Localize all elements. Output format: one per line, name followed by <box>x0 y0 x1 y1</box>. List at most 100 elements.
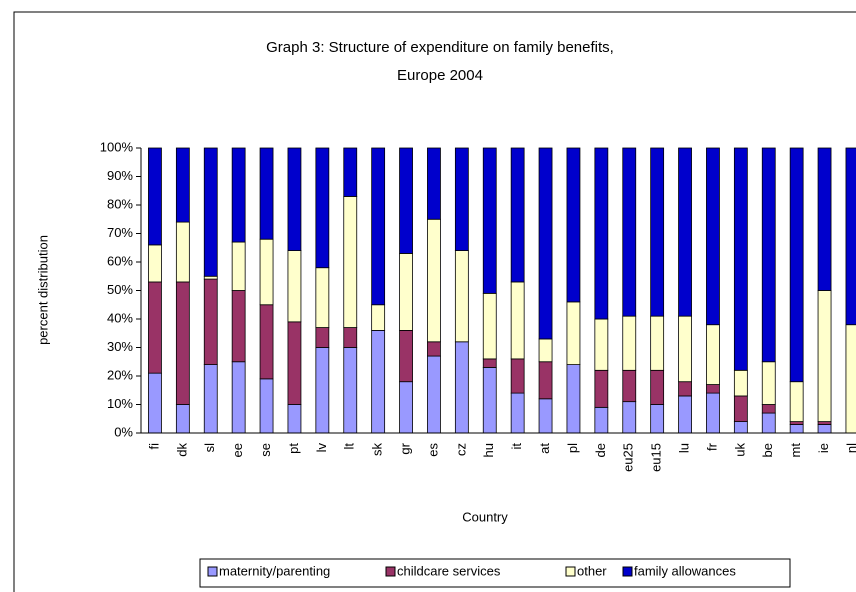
bar-segment <box>399 381 413 434</box>
bar-segment <box>427 355 441 434</box>
bar-segment <box>148 372 162 434</box>
y-tick-label: 70% <box>107 225 133 240</box>
y-tick-label: 50% <box>107 282 133 297</box>
bar-segment <box>761 404 776 414</box>
legend-label: maternity/parenting <box>219 563 330 578</box>
legend-swatch <box>207 566 218 577</box>
x-tick-label: sl <box>202 443 217 453</box>
x-tick-label: fr <box>704 442 719 451</box>
bar-segment <box>175 404 190 434</box>
bar-segment <box>231 290 246 363</box>
bar-segment <box>454 341 469 434</box>
x-tick-label: se <box>258 443 273 457</box>
bar-segment <box>650 147 665 317</box>
bar-segment <box>315 327 330 348</box>
bar-segment <box>538 338 553 363</box>
bar-segment <box>343 347 358 434</box>
x-tick-label: nl <box>844 443 856 453</box>
y-tick-label: 40% <box>107 310 133 325</box>
y-tick-label: 0% <box>114 424 133 439</box>
bar-segment <box>315 147 330 269</box>
bar-segment <box>789 147 804 383</box>
x-tick-label: cz <box>453 443 468 456</box>
bar-segment <box>566 301 581 365</box>
bar-segment <box>678 147 692 317</box>
x-tick-label: pl <box>565 443 580 453</box>
bar-segment <box>315 347 330 434</box>
bar-segment <box>594 147 609 320</box>
bar-segment <box>678 381 692 397</box>
bar-segment <box>231 361 246 434</box>
bar-segment <box>761 412 776 434</box>
bar-segment <box>761 147 776 363</box>
x-tick-label: be <box>760 443 775 457</box>
bar-segment <box>706 147 720 326</box>
chart-title: Europe 2004 <box>397 67 483 84</box>
bar-segment <box>706 392 720 434</box>
bar-segment <box>733 369 748 397</box>
x-axis-title: Country <box>462 509 508 524</box>
bar-segment <box>343 147 358 197</box>
bar-segment <box>845 324 856 434</box>
legend-label: family allowances <box>634 563 736 578</box>
legend-label: other <box>577 563 607 578</box>
bar-segment <box>203 275 218 280</box>
x-tick-label: dk <box>174 443 189 457</box>
bar-segment <box>371 329 386 434</box>
bar-segment <box>259 238 274 306</box>
bar-segment <box>259 147 274 240</box>
bar-segment <box>817 290 832 423</box>
bar-segment <box>817 424 832 434</box>
bar-segment <box>148 244 162 283</box>
bar-segment <box>231 147 246 243</box>
x-tick-label: eu15 <box>649 443 664 472</box>
bar-segment <box>706 384 720 394</box>
bar-segment <box>315 267 330 328</box>
bar-segment <box>845 147 856 326</box>
x-tick-label: mt <box>788 443 803 458</box>
bar-segment <box>622 369 637 403</box>
bar-segment <box>733 421 748 434</box>
x-tick-label: lt <box>342 443 357 450</box>
bar-segment <box>594 369 609 408</box>
bar-segment <box>538 147 553 340</box>
x-tick-label: de <box>593 443 608 457</box>
bar-segment <box>482 147 497 294</box>
bar-segment <box>148 281 162 374</box>
bar-segment <box>175 147 190 223</box>
bar-segment <box>482 292 497 360</box>
bar-segment <box>482 358 497 368</box>
bar-segment <box>650 369 665 405</box>
bar-segment <box>733 147 748 371</box>
x-tick-label: lu <box>676 443 691 453</box>
bar-segment <box>510 281 525 360</box>
x-tick-label: eu25 <box>621 443 636 472</box>
x-tick-label: sk <box>370 443 385 457</box>
x-tick-label: hu <box>481 443 496 457</box>
x-tick-label: gr <box>397 442 412 454</box>
bar-segment <box>287 404 302 434</box>
legend-box <box>199 558 791 588</box>
bar-segment <box>706 324 720 385</box>
bar-segment <box>817 147 832 291</box>
bar-segment <box>399 253 413 331</box>
legend-swatch <box>622 566 633 577</box>
bar-segment <box>399 329 413 383</box>
bar-segment <box>203 364 218 434</box>
bar-segment <box>427 341 441 357</box>
bar-segment <box>817 421 832 425</box>
y-axis-title: percent distribution <box>35 235 50 345</box>
bar-segment <box>287 321 302 405</box>
bar-segment <box>678 395 692 434</box>
legend-label: childcare services <box>397 563 501 578</box>
bar-segment <box>566 147 581 303</box>
bar-segment <box>343 196 358 328</box>
legend-swatch <box>385 566 396 577</box>
chart-title: Graph 3: Structure of expenditure on fam… <box>266 39 614 56</box>
y-tick-label: 80% <box>107 196 133 211</box>
y-tick-label: 20% <box>107 367 133 382</box>
bar-segment <box>203 278 218 366</box>
bar-segment <box>566 364 581 434</box>
y-tick-label: 10% <box>107 396 133 411</box>
y-tick-label: 30% <box>107 339 133 354</box>
